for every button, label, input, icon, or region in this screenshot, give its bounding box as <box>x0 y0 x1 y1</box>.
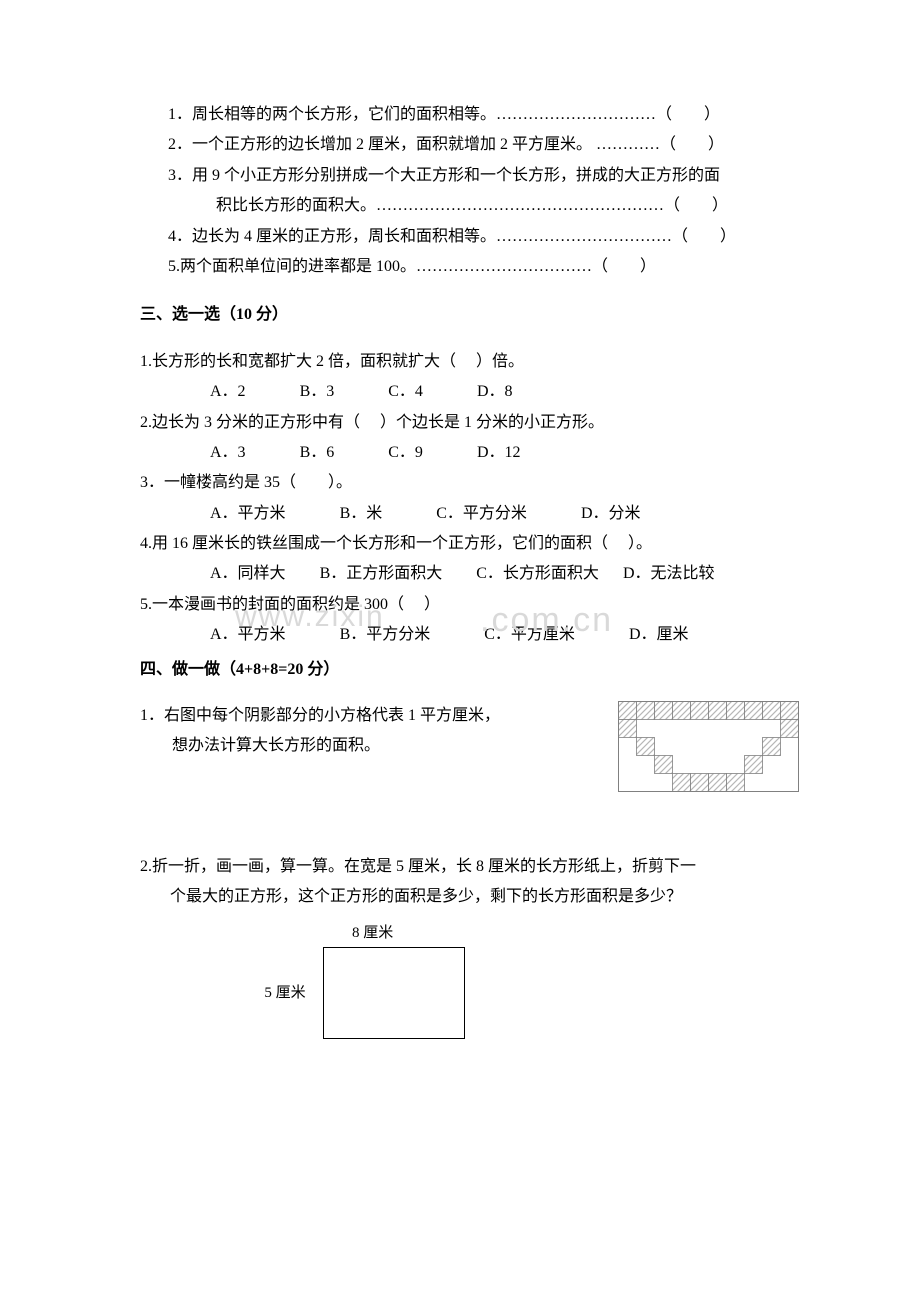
s3-q5-b[interactable]: B．平方分米 <box>340 620 431 650</box>
s2-q1: 1．周长相等的两个长方形，它们的面积相等。…………………………（ ） <box>168 100 790 130</box>
s2-q3b: 积比长方形的面积大。………………………………………………（ ） <box>168 191 790 221</box>
s3-q4-options: A．同样大 B．正方形面积大 C．长方形面积大 D．无法比较 <box>140 559 790 589</box>
s3-q4-a[interactable]: A．同样大 <box>210 559 286 589</box>
s3-q5-options: A．平方米 B．平方分米 C．平方厘米 D．厘米 <box>140 620 790 650</box>
s3-q1-c[interactable]: C．4 <box>388 377 423 407</box>
s3-q4: 4.用 16 厘米长的铁丝围成一个长方形和一个正方形，它们的面积（ ）。 <box>140 529 790 559</box>
s3-q5-d[interactable]: D．厘米 <box>629 620 689 650</box>
s3-q1-options: A．2 B．3 C．4 D．8 <box>140 377 790 407</box>
s3-q1-d[interactable]: D．8 <box>477 377 513 407</box>
s3-q3-options: A．平方米 B．米 C．平方分米 D．分米 <box>140 499 790 529</box>
s2-q5: 5.两个面积单位间的进率都是 100。……………………………（ ） <box>168 252 790 282</box>
section4-title: 四、做一做（4+8+8=20 分） <box>140 655 790 685</box>
s3-q2-options: A．3 B．6 C．9 D．12 <box>140 438 790 468</box>
section3-title: 三、选一选（10 分） <box>140 300 790 330</box>
s3-q1-a[interactable]: A．2 <box>210 377 246 407</box>
grid-figure <box>618 701 800 793</box>
rect-left-label: 5 厘米 <box>140 979 323 1008</box>
s3-q2-b[interactable]: B．6 <box>300 438 335 468</box>
s3-q4-b[interactable]: B．正方形面积大 <box>320 559 443 589</box>
s3-q3: 3．一幢楼高约是 35（ ）。 <box>140 468 790 498</box>
s3-q4-d[interactable]: D．无法比较 <box>623 559 715 589</box>
s3-q5: 5.一本漫画书的封面的面积约是 300（ ） <box>140 590 790 620</box>
s2-q4: 4．边长为 4 厘米的正方形，周长和面积相等。……………………………（ ） <box>168 222 790 252</box>
s3-q3-a[interactable]: A．平方米 <box>210 499 286 529</box>
s3-q2-d[interactable]: D．12 <box>477 438 521 468</box>
s3-q5-a[interactable]: A．平方米 <box>210 620 286 650</box>
s3-q3-b[interactable]: B．米 <box>340 499 383 529</box>
s2-q3a: 3．用 9 个小正方形分别拼成一个大正方形和一个长方形，拼成的大正方形的面 <box>168 161 790 191</box>
s4-q2a: 2.折一折，画一画，算一算。在宽是 5 厘米，长 8 厘米的长方形纸上，折剪下一 <box>140 852 790 882</box>
s3-q2-c[interactable]: C．9 <box>388 438 423 468</box>
s3-q3-d[interactable]: D．分米 <box>581 499 641 529</box>
s3-q1-b[interactable]: B．3 <box>300 377 335 407</box>
s3-q1: 1.长方形的长和宽都扩大 2 倍，面积就扩大（ ）倍。 <box>140 347 790 377</box>
s4-q2b: 个最大的正方形，这个正方形的面积是多少，剩下的长方形面积是多少？ <box>140 882 790 912</box>
rect-top-label: 8 厘米 <box>140 919 790 948</box>
s3-q5-c[interactable]: C．平方厘米 <box>484 620 575 650</box>
rectangle-figure: 8 厘米 5 厘米 <box>140 919 790 1040</box>
s3-q4-c[interactable]: C．长方形面积大 <box>476 559 599 589</box>
rect-box <box>323 947 465 1039</box>
s3-q2: 2.边长为 3 分米的正方形中有（ ）个边长是 1 分米的小正方形。 <box>140 408 790 438</box>
s2-q2: 2．一个正方形的边长增加 2 厘米，面积就增加 2 平方厘米。 …………（ ） <box>168 130 790 160</box>
s3-q3-c[interactable]: C．平方分米 <box>436 499 527 529</box>
s3-q2-a[interactable]: A．3 <box>210 438 246 468</box>
